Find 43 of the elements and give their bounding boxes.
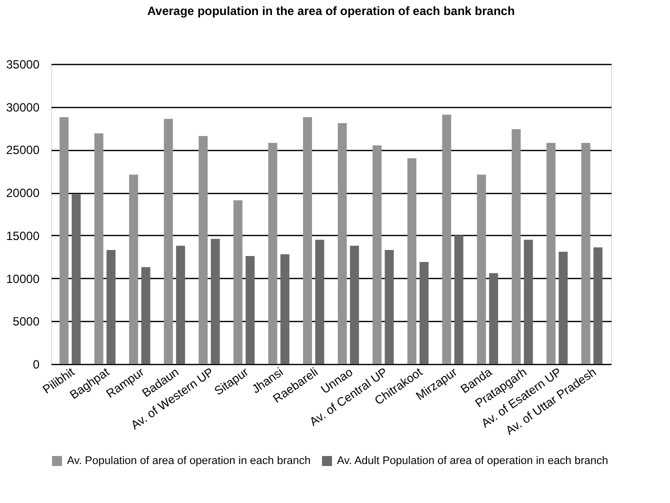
bar: [303, 117, 312, 364]
bar: [315, 240, 324, 364]
bar: [94, 133, 104, 364]
bar: [141, 267, 150, 364]
bar: [233, 200, 242, 364]
bar: [198, 136, 208, 364]
bar: [420, 262, 429, 364]
bar: [129, 174, 138, 364]
bar: [246, 256, 255, 364]
bar: [546, 142, 556, 364]
chart-title: Average population in the area of operation of each bank branch: [147, 4, 515, 18]
bar: [60, 117, 69, 364]
bar: [350, 246, 359, 364]
bar: [512, 129, 521, 364]
bar: [454, 235, 464, 364]
bar: [581, 142, 590, 364]
bar: [524, 240, 533, 364]
bar: [442, 114, 452, 364]
y-tick-label: 35000: [6, 58, 40, 72]
y-tick-label: 0: [32, 358, 40, 372]
bar: [176, 246, 186, 364]
y-tick-label: 10000: [6, 272, 40, 286]
legend-label: Av. Population of area of operation in each branch: [67, 455, 311, 467]
y-tick-label: 5000: [12, 314, 40, 329]
bar: [372, 145, 382, 364]
y-tick-label: 15000: [6, 228, 40, 243]
bar: [106, 250, 116, 364]
bar: [407, 158, 416, 364]
bar: [476, 174, 486, 364]
bar: [72, 194, 81, 364]
bar: [489, 273, 498, 364]
bar: [384, 250, 394, 364]
bar: [280, 254, 290, 364]
bar: [268, 142, 278, 364]
bar: [210, 238, 220, 364]
y-tick-label: 25000: [6, 143, 40, 158]
bar: [593, 247, 602, 364]
bar: [164, 118, 173, 364]
y-tick-label: 20000: [6, 186, 40, 200]
bar: [338, 123, 347, 364]
y-tick-label: 30000: [6, 100, 40, 114]
legend-label: Av. Adult Population of area of operation in each branch: [337, 455, 608, 467]
bar: [558, 252, 568, 364]
